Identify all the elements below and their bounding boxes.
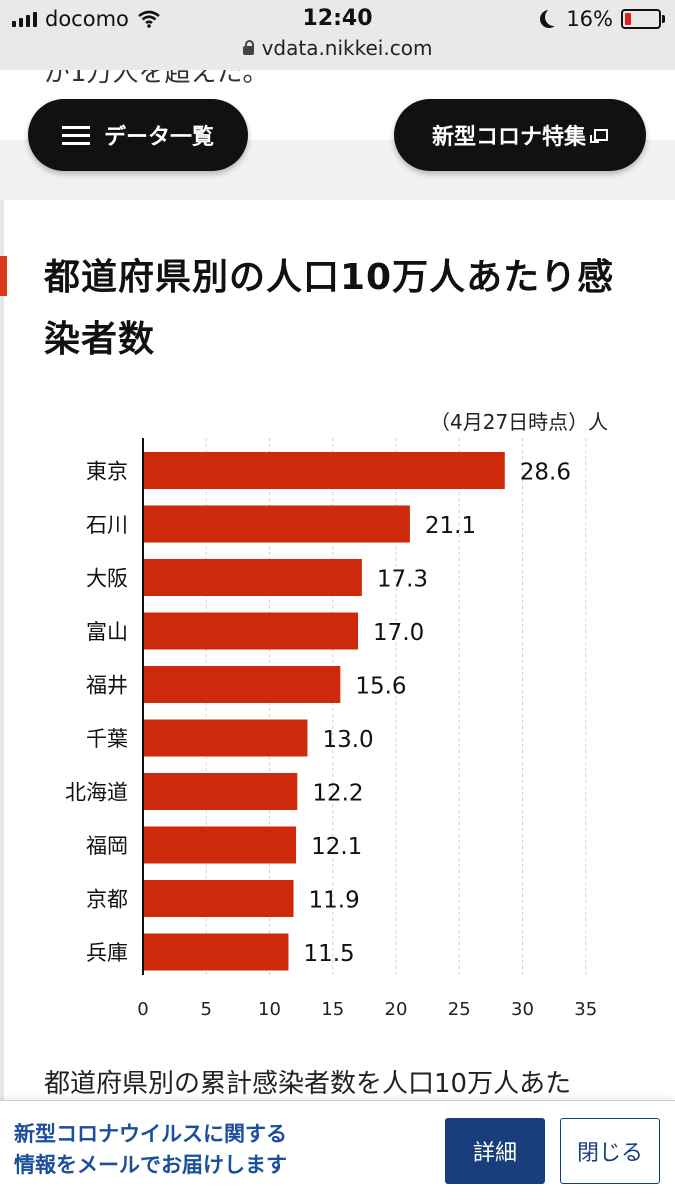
x-tick-label: 5 — [201, 999, 212, 1020]
bars: 東京 28.6 石川 21.1 大阪 17.3 富山 17.0 福井 15.6 千葉 13.0 北海道 1… — [65, 452, 571, 971]
url-text: vdata.nikkei.com — [261, 36, 433, 60]
signal-icon — [12, 11, 37, 27]
value-label: 17.3 — [377, 567, 428, 593]
x-tick-label: 35 — [574, 999, 597, 1020]
clock: 12:40 — [302, 6, 373, 31]
x-tick-label: 25 — [448, 999, 471, 1020]
data-list-button[interactable]: データ一覧 — [28, 99, 248, 171]
category-label: 東京 — [86, 460, 128, 484]
bar — [143, 826, 297, 864]
status-right: 16% — [540, 7, 665, 31]
bar — [143, 666, 341, 703]
partial-article-text: が1万人を超えた。 — [44, 58, 269, 88]
category-label: 北海道 — [65, 781, 128, 805]
value-label: 17.0 — [373, 620, 424, 646]
lock-icon — [242, 40, 254, 55]
bar — [143, 933, 289, 971]
category-label: 千葉 — [86, 727, 128, 751]
category-label: 大阪 — [86, 567, 128, 591]
unit-note: （4月27日時点）人 — [430, 410, 609, 434]
value-label: 11.9 — [309, 888, 360, 914]
banner-line-2: 情報をメールでお届けします — [14, 1153, 287, 1177]
x-tick-label: 15 — [321, 999, 344, 1020]
bar — [143, 612, 359, 650]
chart-heading: 都道府県別の人口10万人あたり感染者数 — [44, 257, 615, 360]
address-bar[interactable]: vdata.nikkei.com — [0, 36, 675, 60]
x-tick-label: 30 — [511, 999, 534, 1020]
bar — [143, 452, 505, 489]
corona-special-label: 新型コロナ特集 — [431, 125, 586, 150]
category-label: 兵庫 — [86, 941, 128, 965]
status-bar: docomo 12:40 16% vdata.nikkei.com — [0, 0, 675, 70]
corona-special-button[interactable]: 新型コロナ特集 — [394, 99, 646, 171]
value-label: 12.1 — [311, 834, 362, 860]
bar — [143, 719, 308, 757]
x-tick-labels: 0 5 10 15 20 25 30 35 — [137, 999, 597, 1020]
category-label: 京都 — [86, 888, 128, 912]
content-edge — [0, 200, 4, 1100]
article-text: 都道府県別の累計感染者数を人口10万人あた — [44, 1069, 572, 1099]
battery-icon — [621, 9, 665, 29]
status-left: docomo — [12, 7, 161, 31]
bar — [143, 880, 294, 917]
value-label: 21.1 — [425, 513, 476, 539]
category-label: 石川 — [86, 513, 128, 537]
bar — [143, 773, 298, 810]
detail-button[interactable]: 詳細 — [445, 1118, 545, 1184]
close-button[interactable]: 閉じる — [560, 1118, 660, 1184]
wifi-icon — [138, 10, 160, 28]
carrier-name: docomo — [45, 7, 129, 31]
data-list-label: データ一覧 — [103, 125, 214, 150]
category-label: 福岡 — [86, 834, 128, 858]
value-label: 13.0 — [322, 727, 373, 753]
banner-line-1: 新型コロナウイルスに関する — [14, 1122, 287, 1146]
value-label: 15.6 — [355, 674, 406, 700]
menu-icon — [61, 125, 90, 145]
value-label: 11.5 — [303, 941, 354, 967]
moon-icon — [545, 8, 563, 26]
heading-marker — [0, 256, 7, 296]
bar-chart: 東京 28.6 石川 21.1 大阪 17.3 富山 17.0 福井 15.6 千葉 13.0 北海道 1… — [65, 438, 597, 1020]
x-tick-label: 10 — [258, 999, 281, 1020]
banner-text: 新型コロナウイルスに関する 情報をメールでお届けします — [14, 1119, 287, 1181]
battery-percent: 16% — [566, 7, 613, 31]
x-tick-label: 0 — [137, 999, 148, 1020]
category-label: 富山 — [86, 620, 128, 644]
category-label: 福井 — [86, 674, 128, 698]
bar — [143, 559, 362, 596]
value-label: 28.6 — [520, 460, 571, 486]
x-tick-label: 20 — [385, 999, 408, 1020]
bar — [143, 505, 410, 543]
value-label: 12.2 — [312, 781, 363, 807]
mail-banner: 新型コロナウイルスに関する 情報をメールでお届けします 詳細 閉じる — [0, 1100, 675, 1201]
external-link-icon — [590, 129, 608, 143]
